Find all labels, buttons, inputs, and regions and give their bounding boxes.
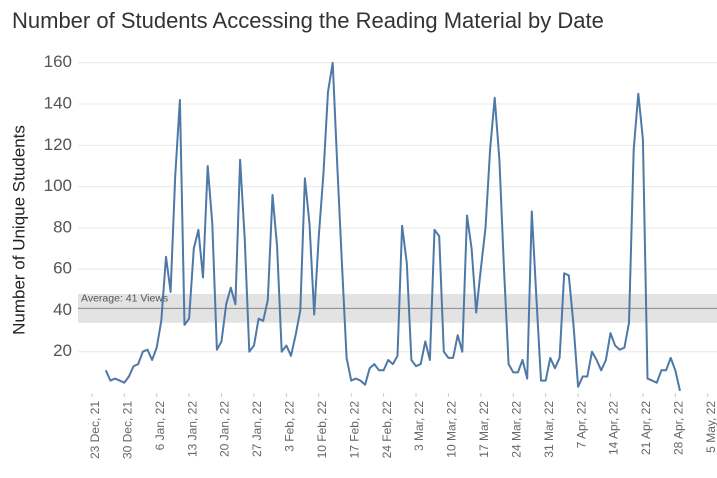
x-tick-label: 17 Mar, 22 [477, 401, 491, 458]
x-tick-label: 13 Jan, 22 [185, 401, 199, 457]
x-tick-label: 3 Mar, 22 [412, 401, 426, 451]
data-line [104, 61, 681, 392]
x-tick-label: 7 Apr, 22 [574, 401, 588, 449]
x-tick-label: 24 Mar, 22 [509, 401, 523, 458]
x-tick-label: 20 Jan, 22 [218, 401, 232, 457]
y-tick-label: 60 [53, 259, 72, 278]
x-tick-label: 24 Feb, 22 [380, 401, 394, 459]
x-tick-label: 27 Jan, 22 [250, 401, 264, 457]
x-tick-label: 28 Apr, 22 [671, 401, 685, 455]
y-tick-label: 120 [44, 135, 72, 154]
y-tick-label: 40 [53, 300, 72, 319]
y-tick-label: 160 [44, 52, 72, 71]
reference-label: Average: 41 Views [81, 293, 168, 305]
y-tick-label: 100 [44, 176, 72, 195]
y-axis-label: Number of Unique Students [9, 125, 28, 335]
x-tick-label: 3 Feb, 22 [283, 401, 297, 452]
x-tick-label: 17 Feb, 22 [347, 401, 361, 459]
x-tick-label: 5 May, 22 [704, 401, 717, 453]
y-tick-label: 80 [53, 217, 72, 236]
chart-title: Number of Students Accessing the Reading… [12, 8, 604, 33]
y-tick-label: 140 [44, 94, 72, 113]
y-tick-label: 20 [53, 341, 72, 360]
x-tick-label: 31 Mar, 22 [542, 401, 556, 458]
x-tick-label: 30 Dec, 21 [120, 401, 134, 459]
x-tick-label: 21 Apr, 22 [639, 401, 653, 455]
x-tick-label: 10 Mar, 22 [445, 401, 459, 458]
x-tick-label: 6 Jan, 22 [153, 401, 167, 451]
x-tick-label: 14 Apr, 22 [607, 401, 621, 455]
x-tick-label: 10 Feb, 22 [315, 401, 329, 459]
x-tick-label: 23 Dec, 21 [88, 401, 102, 459]
